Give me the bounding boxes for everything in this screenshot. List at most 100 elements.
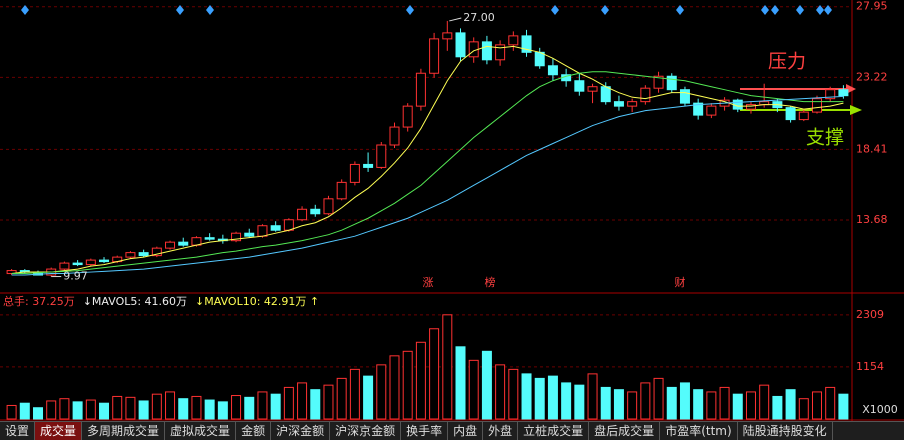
volume-header: 总手: 37.25万: [3, 294, 75, 308]
volume-bar: [798, 398, 809, 420]
candle-body: [323, 198, 334, 215]
tab[interactable]: 换手率: [401, 422, 449, 440]
volume-bar: [561, 382, 572, 420]
volume-bar: [112, 395, 123, 420]
y-tick-label: 2309: [856, 308, 884, 321]
volume-bar: [693, 389, 704, 420]
volume-bar: [547, 375, 558, 420]
candle-body: [349, 163, 360, 183]
moving-average: [11, 45, 844, 275]
candle-body: [257, 225, 268, 237]
candle-body: [402, 105, 413, 128]
volume-bar: [838, 393, 849, 420]
volume-bar: [825, 386, 836, 420]
volume-bar: [574, 384, 585, 420]
arrow-head: [850, 105, 862, 115]
candle-body: [165, 241, 176, 249]
event-marker: 财: [675, 275, 686, 289]
tab[interactable]: 立桩成交量: [518, 422, 590, 440]
peak-label: 27.00: [463, 11, 495, 24]
candle-body: [231, 232, 242, 242]
y-tick-label: 13.68: [856, 213, 888, 226]
candle-body: [825, 89, 836, 100]
candle-body: [204, 237, 215, 240]
volume-bar: [178, 398, 189, 420]
volume-bar: [310, 389, 321, 420]
candle-body: [495, 44, 506, 61]
volume-bar: [640, 382, 651, 420]
low-label: 9.97: [63, 270, 88, 283]
candle-body: [798, 111, 809, 121]
candle-body: [363, 163, 374, 168]
candle-body: [666, 75, 677, 91]
info-diamond: [676, 5, 684, 15]
tab[interactable]: 市盈率(ttm): [660, 422, 738, 440]
volume-unit: X1000: [862, 403, 898, 416]
tab[interactable]: 内盘: [448, 422, 484, 440]
tab[interactable]: 金额: [236, 422, 272, 440]
volume-bar: [85, 399, 96, 420]
event-marker: 涨: [423, 276, 434, 289]
volume-bar: [46, 400, 57, 420]
info-diamond: [796, 5, 804, 15]
volume-bar: [349, 368, 360, 420]
candle-body: [310, 208, 321, 215]
volume-bar: [72, 401, 83, 420]
candle-body: [297, 208, 308, 221]
arrow-head: [846, 84, 856, 94]
candle-body: [481, 41, 492, 61]
volume-bar: [745, 391, 756, 420]
volume-bar: [283, 386, 294, 420]
tab[interactable]: 成交量: [35, 422, 83, 440]
tab[interactable]: 虚拟成交量: [165, 422, 237, 440]
volume-bar: [455, 346, 466, 420]
tab[interactable]: 设置: [0, 422, 36, 440]
volume-bar: [257, 391, 268, 420]
tab[interactable]: 沪深金额: [271, 422, 331, 440]
volume-bar: [59, 398, 70, 420]
candle-body: [178, 241, 189, 246]
candle-body: [442, 32, 453, 40]
volume-bar: [811, 391, 822, 420]
info-diamond: [406, 5, 414, 15]
candle-body: [99, 259, 110, 263]
volume-bar: [376, 364, 387, 420]
candle-body: [415, 72, 426, 107]
candle-body: [270, 225, 281, 231]
volume-bar: [772, 395, 783, 420]
y-tick-label: 27.95: [856, 0, 888, 13]
tab-bar: 设置 成交量 多周期成交量 虚拟成交量 金额 沪深金额 沪深京金额 换手率 内盘 外盘 立桩成交量盘…: [0, 421, 904, 440]
volume-bar: [33, 407, 44, 420]
volume-bar: [389, 355, 400, 420]
tab[interactable]: 盘后成交量: [589, 422, 661, 440]
y-tick-label: 23.22: [856, 70, 888, 83]
candle-body: [627, 101, 638, 107]
volume-header: ↓MAVOL5: 41.60万: [83, 295, 187, 308]
volume-bar: [415, 341, 426, 420]
volume-bar: [297, 382, 308, 420]
volume-bar: [495, 364, 506, 420]
volume-bar: [666, 386, 677, 420]
info-diamond: [551, 5, 559, 15]
candle-body: [785, 107, 796, 121]
candle-body: [745, 104, 756, 110]
candle-body: [613, 101, 624, 107]
volume-bar: [6, 404, 17, 420]
volume-bar: [442, 314, 453, 420]
candle-body: [640, 87, 651, 103]
volume-bar: [508, 368, 519, 420]
volume-bar: [600, 386, 611, 420]
volume-bar: [244, 396, 255, 420]
candle-body: [693, 102, 704, 116]
volume-bar: [323, 384, 334, 420]
tab[interactable]: 沪深京金额: [330, 422, 402, 440]
info-diamond: [601, 5, 609, 15]
candle-body: [429, 38, 440, 74]
tab[interactable]: 陆股通持股变化: [738, 422, 833, 440]
volume-bar: [363, 375, 374, 420]
candle-body: [838, 89, 849, 97]
resistance-label: 压力: [768, 51, 806, 73]
tab[interactable]: 多周期成交量: [82, 422, 166, 440]
volume-bar: [521, 373, 532, 420]
tab[interactable]: 外盘: [483, 422, 519, 440]
